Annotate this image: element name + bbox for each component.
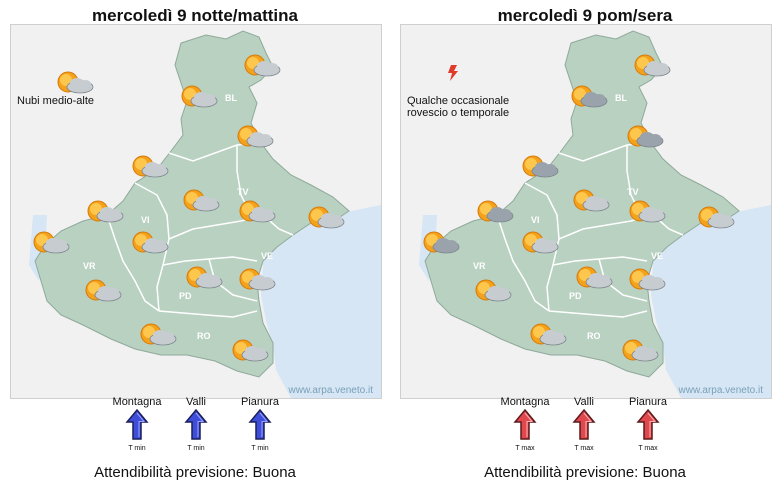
province-label-ve: VE <box>261 251 274 261</box>
arrow-up-icon <box>248 408 272 440</box>
weather-note: Qualche occasionale rovescio o temporale <box>407 95 510 119</box>
arrow-up-icon <box>513 408 537 440</box>
arrow-up-icon <box>125 408 149 440</box>
sun-behind-cloud-icon <box>232 339 269 362</box>
trend-valli: Valli T min <box>166 396 226 452</box>
province-label-tv: TV <box>627 187 639 197</box>
sun-behind-cloud-icon <box>239 200 276 223</box>
source-credit: www.arpa.veneto.it <box>678 385 764 396</box>
trend-label: Pianura <box>629 396 667 408</box>
weather-note: Nubi medio-alte <box>17 95 95 107</box>
veneto-map <box>401 25 771 398</box>
province-label-bl: BL <box>225 93 237 103</box>
trend-sub: T min <box>251 445 269 452</box>
veneto-map <box>11 25 381 398</box>
forecast-map: Nubi medio-alte BL TV VI VR VE PD RO www… <box>10 24 382 399</box>
cloudy-sun-icon <box>477 200 514 223</box>
trend-sub: T max <box>515 445 535 452</box>
sun-behind-cloud-icon <box>622 339 659 362</box>
province-label-pd: PD <box>179 291 192 301</box>
sun-behind-cloud-icon <box>181 85 218 108</box>
sun-behind-cloud-icon <box>33 231 70 254</box>
forecast-reliability: Attendibilità previsione: Buona <box>94 464 296 481</box>
province-label-ro: RO <box>587 331 601 341</box>
panel-title: mercoledì 9 notte/mattina <box>92 6 298 25</box>
trend-label: Pianura <box>241 396 279 408</box>
trend-label: Valli <box>186 396 206 408</box>
sun-behind-cloud-icon <box>85 279 122 302</box>
sun-behind-cloud-icon <box>239 268 276 291</box>
province-label-ve: VE <box>651 251 664 261</box>
sun-behind-cloud-icon <box>522 231 559 254</box>
sun-behind-cloud-icon <box>57 71 94 94</box>
panel-pom-sera: mercoledì 9 pom/sera Qualche occasionale… <box>390 0 780 490</box>
trend-sub: T min <box>128 445 146 452</box>
trend-label: Montagna <box>500 396 550 408</box>
trend-sub: T max <box>638 445 658 452</box>
province-label-bl: BL <box>615 93 627 103</box>
sun-behind-cloud-icon <box>576 266 613 289</box>
cloudy-sun-icon <box>571 85 608 108</box>
panel-notte-mattina: mercoledì 9 notte/mattina Nubi medio-alt… <box>0 0 390 490</box>
arrow-up-icon <box>572 408 596 440</box>
trend-label: Valli <box>574 396 594 408</box>
province-label-ro: RO <box>197 331 211 341</box>
sun-behind-cloud-icon <box>140 323 177 346</box>
lightning-icon <box>448 65 458 81</box>
province-label-tv: TV <box>237 187 249 197</box>
sun-behind-cloud-icon <box>87 200 124 223</box>
sun-behind-cloud-icon <box>629 268 666 291</box>
trend-pianura: Pianura T min <box>230 396 290 452</box>
cloudy-sun-icon <box>627 125 664 148</box>
trend-montagna: Montagna T max <box>495 396 555 452</box>
sun-behind-cloud-icon <box>237 125 274 148</box>
sun-behind-cloud-icon <box>475 279 512 302</box>
forecast-reliability: Attendibilità previsione: Buona <box>484 464 686 481</box>
trend-sub: T max <box>574 445 594 452</box>
trend-pianura: Pianura T max <box>618 396 678 452</box>
forecast-map: Qualche occasionale rovescio o temporale… <box>400 24 772 399</box>
sun-behind-cloud-icon <box>530 323 567 346</box>
sun-behind-cloud-icon <box>132 155 169 178</box>
sun-behind-cloud-icon <box>573 189 610 212</box>
sun-behind-cloud-icon <box>186 266 223 289</box>
trend-label: Montagna <box>112 396 162 408</box>
arrow-up-icon <box>636 408 660 440</box>
sun-behind-cloud-icon <box>183 189 220 212</box>
arrow-up-icon <box>184 408 208 440</box>
trend-valli: Valli T max <box>554 396 614 452</box>
province-label-vi: VI <box>531 215 540 225</box>
sun-behind-cloud-icon <box>244 54 281 77</box>
cloudy-sun-icon <box>423 231 460 254</box>
province-label-pd: PD <box>569 291 582 301</box>
sun-behind-cloud-icon <box>634 54 671 77</box>
sun-behind-cloud-icon <box>308 206 345 229</box>
sun-behind-cloud-icon <box>629 200 666 223</box>
cloudy-sun-icon <box>522 155 559 178</box>
source-credit: www.arpa.veneto.it <box>288 385 374 396</box>
trend-montagna: Montagna T min <box>107 396 167 452</box>
province-label-vr: VR <box>83 261 96 271</box>
province-label-vi: VI <box>141 215 150 225</box>
province-label-vr: VR <box>473 261 486 271</box>
sun-behind-cloud-icon <box>132 231 169 254</box>
sun-behind-cloud-icon <box>698 206 735 229</box>
trend-sub: T min <box>187 445 205 452</box>
panel-title: mercoledì 9 pom/sera <box>497 6 673 25</box>
